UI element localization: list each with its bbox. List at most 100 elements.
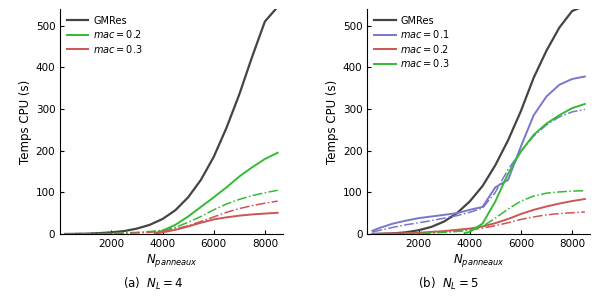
$mac = 0.2$: [223, 185, 230, 189]
Line: $mac = 0.1$: $mac = 0.1$: [373, 76, 585, 231]
$mac = 0.3$: [184, 225, 191, 228]
GMRes: [95, 231, 102, 235]
Text: (a)  $N_L = 4$: (a) $N_L = 4$: [123, 276, 184, 292]
$mac = 0.1$: [492, 185, 499, 189]
GMRes: [184, 196, 191, 199]
X-axis label: $N_{panneaux}$: $N_{panneaux}$: [146, 252, 197, 268]
$mac = 0.1$: [377, 226, 384, 230]
Text: (b)  $N_L = 5$: (b) $N_L = 5$: [418, 276, 479, 292]
$mac = 0.3$: [582, 102, 589, 106]
$mac = 0.1$: [402, 219, 409, 223]
GMRes: [543, 49, 550, 52]
$mac = 0.3$: [504, 172, 512, 175]
GMRes: [235, 93, 243, 96]
GMRes: [61, 232, 69, 236]
X-axis label: $N_{panneaux}$: $N_{panneaux}$: [453, 252, 504, 268]
GMRes: [274, 5, 281, 9]
$mac = 0.2$: [197, 205, 205, 209]
$mac = 0.2$: [492, 221, 499, 225]
$mac = 0.3$: [492, 200, 499, 203]
$mac = 0.2$: [184, 215, 191, 218]
GMRes: [369, 232, 376, 236]
GMRes: [415, 229, 422, 232]
GMRes: [377, 232, 384, 236]
$mac = 0.2$: [504, 217, 512, 221]
$mac = 0.3$: [261, 212, 268, 215]
$mac = 0.2$: [369, 232, 376, 236]
$mac = 0.2$: [210, 196, 217, 199]
GMRes: [108, 230, 115, 234]
$mac = 0.1$: [441, 213, 448, 217]
$mac = 0.2$: [159, 229, 166, 232]
GMRes: [146, 223, 154, 226]
GMRes: [504, 138, 512, 142]
GMRes: [479, 184, 486, 188]
Legend: GMRes, $mac = 0.2$, $mac = 0.3$: GMRes, $mac = 0.2$, $mac = 0.3$: [65, 14, 144, 57]
GMRes: [133, 227, 140, 230]
GMRes: [466, 200, 473, 203]
$mac = 0.3$: [223, 215, 230, 219]
$mac = 0.2$: [530, 208, 538, 211]
$mac = 0.3$: [249, 213, 256, 216]
$mac = 0.2$: [389, 232, 397, 235]
GMRes: [261, 20, 268, 23]
$mac = 0.2$: [517, 212, 524, 216]
$mac = 0.3$: [172, 228, 179, 232]
$mac = 0.2$: [274, 151, 281, 154]
$mac = 0.1$: [479, 205, 486, 209]
$mac = 0.2$: [556, 202, 563, 206]
$mac = 0.2$: [151, 231, 158, 235]
GMRes: [120, 229, 128, 233]
$mac = 0.3$: [461, 231, 468, 235]
GMRes: [453, 212, 461, 215]
$mac = 0.2$: [428, 230, 435, 234]
$mac = 0.1$: [504, 178, 512, 181]
GMRes: [197, 178, 205, 181]
Line: GMRes: GMRes: [65, 7, 278, 234]
$mac = 0.3$: [151, 232, 158, 236]
$mac = 0.2$: [568, 199, 576, 203]
$mac = 0.2$: [543, 205, 550, 208]
GMRes: [556, 26, 563, 29]
$mac = 0.2$: [415, 231, 422, 235]
Y-axis label: Temps CPU (s): Temps CPU (s): [19, 80, 31, 164]
$mac = 0.2$: [235, 175, 243, 178]
$mac = 0.2$: [582, 197, 589, 201]
$mac = 0.1$: [428, 215, 435, 218]
$mac = 0.1$: [389, 222, 397, 225]
$mac = 0.2$: [466, 227, 473, 230]
$mac = 0.3$: [568, 106, 576, 110]
$mac = 0.3$: [517, 150, 524, 153]
$mac = 0.1$: [568, 77, 576, 81]
Line: $mac = 0.3$: $mac = 0.3$: [465, 104, 585, 233]
GMRes: [223, 126, 230, 130]
$mac = 0.3$: [235, 214, 243, 217]
$mac = 0.1$: [543, 95, 550, 98]
GMRes: [428, 225, 435, 229]
GMRes: [582, 4, 589, 8]
$mac = 0.1$: [369, 229, 376, 232]
$mac = 0.3$: [556, 113, 563, 117]
GMRes: [530, 76, 538, 80]
$mac = 0.1$: [556, 83, 563, 87]
Line: GMRes: GMRes: [373, 6, 585, 234]
$mac = 0.1$: [415, 216, 422, 220]
$mac = 0.3$: [479, 222, 486, 225]
GMRes: [210, 155, 217, 159]
GMRes: [517, 109, 524, 113]
Line: $mac = 0.2$: $mac = 0.2$: [155, 153, 278, 233]
GMRes: [568, 9, 576, 13]
GMRes: [389, 232, 397, 235]
$mac = 0.2$: [479, 225, 486, 228]
$mac = 0.3$: [543, 122, 550, 125]
GMRes: [492, 164, 499, 167]
GMRes: [159, 217, 166, 221]
Legend: GMRes, $mac = 0.1$, $mac = 0.2$, $mac = 0.3$: GMRes, $mac = 0.1$, $mac = 0.2$, $mac = …: [372, 14, 452, 71]
$mac = 0.1$: [582, 75, 589, 78]
$mac = 0.2$: [261, 157, 268, 161]
$mac = 0.3$: [210, 218, 217, 221]
$mac = 0.2$: [172, 223, 179, 226]
Line: $mac = 0.3$: $mac = 0.3$: [155, 213, 278, 234]
$mac = 0.3$: [159, 230, 166, 234]
$mac = 0.1$: [466, 208, 473, 211]
